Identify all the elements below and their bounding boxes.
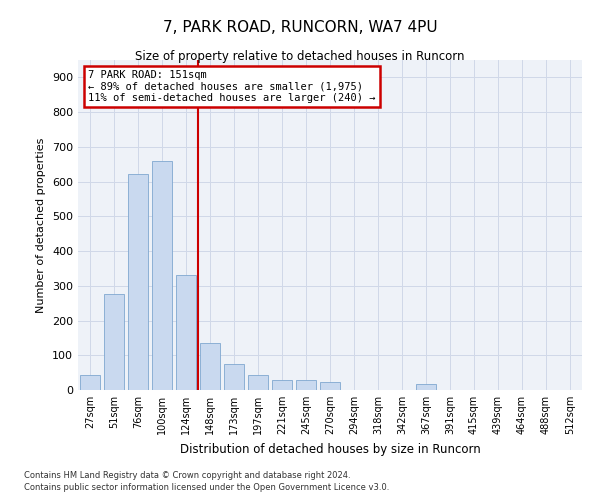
Bar xyxy=(320,382,340,390)
Y-axis label: Number of detached properties: Number of detached properties xyxy=(37,138,46,312)
X-axis label: Distribution of detached houses by size in Runcorn: Distribution of detached houses by size … xyxy=(179,442,481,456)
Bar xyxy=(152,160,172,390)
Text: 7 PARK ROAD: 151sqm
← 89% of detached houses are smaller (1,975)
11% of semi-det: 7 PARK ROAD: 151sqm ← 89% of detached ho… xyxy=(88,70,376,103)
Text: 7, PARK ROAD, RUNCORN, WA7 4PU: 7, PARK ROAD, RUNCORN, WA7 4PU xyxy=(163,20,437,35)
Bar xyxy=(104,294,124,390)
Bar xyxy=(224,364,244,390)
Bar xyxy=(176,276,196,390)
Bar xyxy=(416,384,436,390)
Bar xyxy=(296,380,316,390)
Text: Contains public sector information licensed under the Open Government Licence v3: Contains public sector information licen… xyxy=(24,483,389,492)
Bar xyxy=(272,380,292,390)
Text: Contains HM Land Registry data © Crown copyright and database right 2024.: Contains HM Land Registry data © Crown c… xyxy=(24,470,350,480)
Bar xyxy=(200,343,220,390)
Bar xyxy=(80,376,100,390)
Text: Size of property relative to detached houses in Runcorn: Size of property relative to detached ho… xyxy=(135,50,465,63)
Bar xyxy=(248,376,268,390)
Bar xyxy=(128,174,148,390)
